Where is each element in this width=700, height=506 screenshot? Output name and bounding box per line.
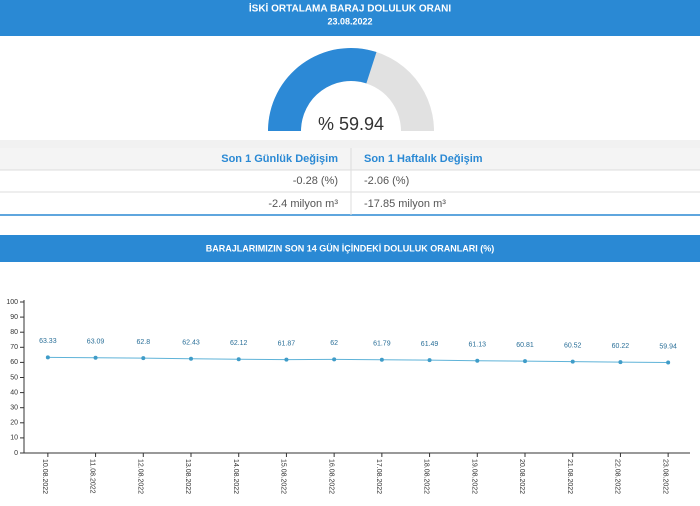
x-tick-label: 23.08.2022 [661, 459, 668, 494]
data-label: 61.87 [278, 340, 296, 347]
gauge-fill [268, 47, 377, 132]
data-label: 59.94 [659, 343, 677, 350]
y-tick-label: 100 [6, 299, 18, 306]
point [284, 357, 289, 362]
data-label: 60.52 [564, 342, 582, 349]
x-tick-label: 15.08.2022 [280, 459, 287, 494]
x-tick-label: 10.08.2022 [41, 459, 48, 494]
data-label: 61.79 [373, 341, 391, 348]
series-line [47, 356, 669, 363]
header-bar [0, 0, 700, 36]
data-label: 63.09 [87, 339, 105, 346]
x-tick-label: 13.08.2022 [184, 459, 191, 494]
chart-header [0, 235, 700, 262]
data-label: 63.33 [39, 338, 57, 345]
data-label: 60.81 [516, 342, 534, 349]
point [45, 355, 50, 360]
x-tick-label: 20.08.2022 [518, 459, 525, 494]
x-tick-label: 11.08.2022 [89, 459, 96, 494]
gauge-label: % 59.94 [318, 114, 384, 134]
col-head: Son 1 Günlük Değişim [221, 153, 338, 165]
point [666, 360, 671, 365]
cell: -0.28 (%) [293, 175, 338, 187]
x-tick-label: 19.08.2022 [470, 459, 477, 494]
x-tick-label: 21.08.2022 [566, 459, 573, 494]
x-tick-label: 17.08.2022 [375, 459, 382, 494]
cell: -2.06 (%) [364, 175, 409, 187]
point [236, 357, 241, 362]
x-tick-label: 12.08.2022 [136, 459, 143, 494]
data-label: 60.22 [612, 343, 630, 350]
y-tick-label: 30 [10, 405, 18, 412]
data-label: 62.43 [182, 340, 200, 347]
table-header [0, 148, 700, 170]
data-label: 61.13 [469, 342, 487, 349]
y-tick-label: 0 [14, 450, 18, 457]
y-tick-label: 40 [10, 389, 18, 396]
col-head: Son 1 Haftalık Değişim [364, 153, 483, 165]
data-label: 62.8 [136, 339, 150, 346]
point [475, 358, 480, 363]
point [618, 360, 623, 365]
point [379, 357, 384, 362]
point [189, 356, 193, 361]
y-tick-label: 70 [10, 344, 18, 351]
x-tick-label: 22.08.2022 [614, 459, 621, 494]
header-date: 23.08.2022 [327, 16, 372, 26]
y-tick-label: 10 [10, 435, 18, 442]
y-tick-label: 50 [10, 374, 18, 381]
y-tick-label: 20 [10, 420, 18, 427]
y-tick-label: 80 [10, 329, 18, 336]
point [332, 357, 337, 362]
point [427, 358, 432, 363]
header-title: İSKİ ORTALAMA BARAJ DOLULUK ORANI [249, 2, 451, 15]
cell: -17.85 milyon m³ [364, 198, 446, 210]
data-label: 62.12 [230, 340, 248, 347]
cell: -2.4 milyon m³ [268, 198, 338, 210]
x-tick-label: 14.08.2022 [232, 459, 239, 494]
chart-title: BARAJLARIMIZIN SON 14 GÜN İÇİNDEKİ DOLUL… [206, 243, 495, 253]
x-tick-label: 16.08.2022 [327, 459, 334, 494]
y-tick-label: 90 [10, 314, 18, 321]
y-tick-label: 60 [10, 359, 18, 366]
point [141, 356, 146, 361]
data-label: 62 [330, 340, 338, 347]
x-tick-label: 18.08.2022 [423, 459, 430, 494]
point [523, 359, 527, 364]
point [570, 359, 575, 364]
data-label: 61.49 [421, 341, 439, 348]
point [93, 355, 98, 360]
band [0, 140, 700, 148]
